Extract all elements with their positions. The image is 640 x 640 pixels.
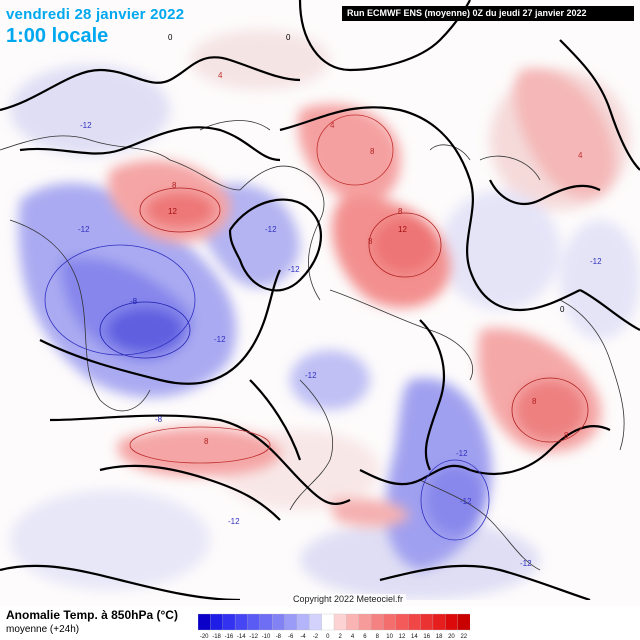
contour-label: -12: [228, 517, 240, 526]
scale-swatch: [247, 613, 261, 631]
scale-swatch: [222, 613, 236, 631]
scale-swatch: [432, 613, 446, 631]
scale-tick-label: 12: [399, 634, 406, 640]
warm-anomaly-arctic: [298, 104, 451, 308]
contour-label: -12: [288, 265, 300, 274]
warm-anomaly-pacific: [117, 427, 410, 527]
warm-anomaly-alaska: [108, 160, 231, 243]
scale-tick-label: -6: [288, 634, 294, 640]
scale-tick-label: 22: [460, 634, 467, 640]
contour-label: 0: [286, 33, 291, 42]
scale-swatch: [383, 613, 397, 631]
scale-swatch: [370, 613, 384, 631]
scale-tick-label: -10: [262, 634, 271, 640]
scale-swatch: [420, 613, 434, 631]
scale-tick-label: -20: [200, 634, 209, 640]
scale-tick-label: -14: [237, 634, 246, 640]
scale-swatch: [457, 613, 470, 631]
contour-label: 8: [398, 207, 403, 216]
scale-swatch: [259, 613, 273, 631]
cold-anomaly-siberia: [385, 378, 492, 570]
forecast-date: vendredi 28 janvier 2022: [6, 6, 185, 23]
scale-swatch: [408, 613, 421, 631]
scale-tick-label: 16: [423, 634, 430, 640]
contour-label: -12: [305, 371, 317, 380]
contour-label: -12: [214, 335, 226, 344]
scale-swatch: [296, 613, 310, 631]
run-info: Run ECMWF ENS (moyenne) 0Z du jeudi 27 j…: [342, 6, 634, 21]
scale-tick-label: 8: [376, 634, 380, 640]
scale-swatch: [333, 613, 347, 631]
contour-label: 8: [532, 397, 537, 406]
scale-tick-label: -4: [300, 634, 306, 640]
contour-label: 0: [560, 305, 565, 314]
scale-tick-label: -16: [225, 634, 234, 640]
scale-tick-label: 0: [326, 634, 330, 640]
scale-tick-label: -18: [212, 634, 221, 640]
anomaly-map: -12 -12 -8 -12 -8 -12 -12 -12 8 12 8 8 1…: [0, 0, 640, 600]
contour-label: -12: [460, 497, 472, 506]
contour-label: 8: [564, 431, 569, 440]
scale-swatch: [284, 613, 298, 631]
forecast-time: 1:00 locale: [6, 25, 109, 47]
copyright-text: Copyright 2022 Meteociel.fr: [290, 594, 407, 604]
scale-tick-label: 6: [363, 634, 367, 640]
contour-label: -12: [456, 449, 468, 458]
warm-anomaly-eurasia: [478, 328, 602, 453]
scale-tick-label: 20: [448, 634, 455, 640]
contour-label: 12: [398, 225, 407, 234]
contour-label: 0: [168, 33, 173, 42]
scale-tick-label: 2: [339, 634, 343, 640]
scale-swatch: [346, 613, 360, 631]
scale-swatch: [395, 613, 409, 631]
scale-tick-label: 14: [411, 634, 418, 640]
contour-label: 8: [204, 437, 209, 446]
warm-anomaly-ne: [514, 68, 615, 198]
contour-label: 12: [168, 207, 177, 216]
scale-tick-label: 4: [351, 634, 355, 640]
contour-label: 8: [370, 147, 375, 156]
contour-label: 8: [368, 237, 373, 246]
contour-label: 4: [218, 71, 223, 80]
scale-tick-label: 10: [386, 634, 393, 640]
legend-title: Anomalie Temp. à 850hPa (°C): [6, 608, 178, 622]
scale-swatch: [234, 613, 248, 631]
color-scale: -20 -18 -16 -14 -12 -10 -8 -6 -4 -2 0 2 4 6 8 10 12 14 16 1…: [198, 613, 470, 640]
scale-swatch: [321, 613, 335, 631]
scale-tick-label: -8: [276, 634, 282, 640]
scale-swatch: [272, 613, 285, 631]
contour-label: -12: [590, 257, 602, 266]
legend-footer: Anomalie Temp. à 850hPa (°C) moyenne (+2…: [0, 606, 640, 640]
scale-tick-label: -2: [313, 634, 319, 640]
contour-label: -12: [520, 559, 532, 568]
scale-tick-label: 18: [436, 634, 443, 640]
legend-subtitle: moyenne (+24h): [6, 624, 80, 635]
scale-swatch: [198, 613, 211, 631]
contour-label: -12: [78, 225, 90, 234]
contour-label: -12: [80, 121, 92, 130]
contour-label: 4: [330, 121, 335, 130]
contour-label: 4: [578, 151, 583, 160]
scale-swatch: [309, 613, 323, 631]
contour-label: -8: [130, 297, 138, 306]
scale-swatch: [358, 613, 372, 631]
scale-tick-label: -12: [249, 634, 258, 640]
contour-label: -12: [265, 225, 277, 234]
scale-swatch: [210, 613, 224, 631]
contour-label: 8: [172, 181, 177, 190]
scale-swatch: [445, 613, 459, 631]
coastlines: [0, 120, 625, 571]
anomaly-contours: [44, 114, 589, 541]
contour-labels: -12 -12 -8 -12 -8 -12 -12 -12 8 12 8 8 1…: [78, 33, 602, 568]
contour-label: -8: [155, 415, 163, 424]
cold-anomaly-north-america: [18, 183, 237, 398]
